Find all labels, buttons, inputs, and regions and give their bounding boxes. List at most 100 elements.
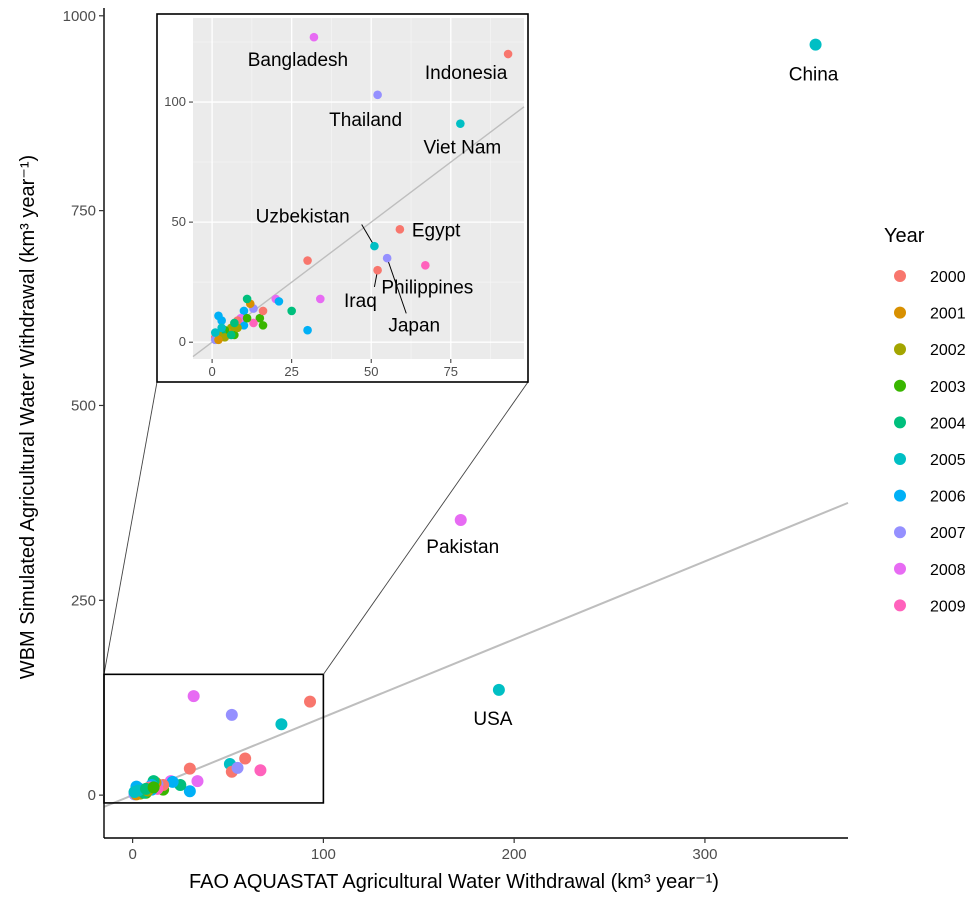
- legend-key-2002: [894, 343, 906, 356]
- leader-line-japan: [386, 257, 407, 314]
- inset-point-43: [217, 323, 226, 333]
- inset-point-8: [370, 241, 379, 251]
- data-point-44: [128, 786, 141, 799]
- legend-key-2006: [894, 489, 906, 502]
- inset-point-6: [456, 119, 465, 128]
- data-point-7: [239, 752, 252, 765]
- x-tick-label: 100: [311, 846, 336, 863]
- zoom-connector-right: [323, 381, 529, 675]
- inset-label-thailand: Thailand: [329, 110, 402, 131]
- inset-label-uzbekistan: Uzbekistan: [256, 207, 350, 228]
- data-point-46: [147, 781, 160, 794]
- inset-x-tick-label: 25: [284, 364, 298, 379]
- legend-label-2008: 2008: [930, 562, 966, 579]
- legend-label-2004: 2004: [930, 415, 966, 432]
- inset-point-40: [214, 335, 223, 345]
- data-point-2: [492, 683, 505, 696]
- legend-key-2004: [894, 416, 906, 429]
- data-point-13: [191, 775, 204, 788]
- data-point-4: [225, 708, 238, 721]
- inset-point-41: [226, 330, 236, 340]
- inset-point-44: [210, 328, 220, 337]
- inset-label-viet-nam: Viet Nam: [423, 138, 501, 159]
- inset-point-22: [249, 318, 258, 328]
- inset-point-9: [373, 265, 382, 275]
- inset-point-17: [274, 297, 284, 306]
- inset-point-5: [503, 49, 513, 59]
- inset-point-19: [255, 313, 265, 323]
- data-point-14: [183, 785, 196, 798]
- legend: Year 2000 2001 2002 2003 2004 2005 2006 2007 2008…: [884, 225, 966, 615]
- inset-point-4: [373, 90, 382, 100]
- legend-label-2007: 2007: [930, 525, 966, 542]
- inset-x-tick-label: 75: [444, 364, 458, 379]
- legend-key-2008: [894, 562, 906, 575]
- inset-label-bangladesh: Bangladesh: [248, 50, 348, 71]
- inset-point-18: [258, 321, 268, 330]
- main-point-labels: China Pakistan USA: [426, 65, 839, 730]
- inset-point-3: [309, 32, 319, 42]
- inset-point-12: [303, 256, 312, 265]
- y-axis-title: WBM Simulated Agricultural Water Withdra…: [17, 155, 39, 679]
- zoom-indicator: [103, 381, 529, 804]
- inset-label-indonesia: Indonesia: [425, 63, 508, 84]
- y-tick-label: 750: [71, 203, 96, 220]
- main-points: [128, 38, 822, 801]
- legend-label-2003: 2003: [930, 379, 966, 396]
- data-point-17: [166, 775, 179, 788]
- y-tick-label: 250: [71, 592, 96, 609]
- legend-key-2009: [894, 599, 906, 612]
- inset-point-7: [395, 225, 405, 234]
- inset-point-24: [242, 294, 252, 304]
- x-tick-label: 200: [502, 846, 527, 863]
- inset-label-iraq: Iraq: [344, 291, 377, 312]
- legend-label-2000: 2000: [930, 269, 966, 286]
- x-axis-title: FAO AQUASTAT Agricultural Water Withdraw…: [189, 871, 719, 893]
- inset-point-13: [316, 294, 325, 304]
- zoom-connector-left: [103, 381, 158, 675]
- legend-key-2005: [894, 453, 906, 465]
- inset-label-philippines: Philippines: [381, 277, 473, 298]
- legend-label-2001: 2001: [930, 306, 966, 323]
- data-point-10: [231, 761, 244, 774]
- inset-y-tick-label: 50: [172, 214, 186, 229]
- inset-point-25: [239, 306, 249, 316]
- label-usa: USA: [473, 709, 512, 730]
- inset-point-20: [258, 306, 268, 316]
- inset-point-46: [242, 313, 252, 323]
- data-point-1: [454, 514, 467, 527]
- inset-x-tick-label: 50: [364, 364, 378, 379]
- data-point-11: [254, 764, 267, 777]
- inset-point-14: [303, 325, 312, 335]
- y-tick-label: 500: [71, 397, 96, 414]
- main-reference-line: [103, 501, 849, 808]
- reference-line: [103, 501, 849, 808]
- inset-y-tick-label: 100: [164, 94, 186, 109]
- label-china: China: [789, 65, 839, 86]
- legend-key-2000: [894, 270, 906, 282]
- data-point-6: [275, 718, 288, 731]
- data-point-3: [187, 690, 200, 703]
- legend-label-2002: 2002: [930, 342, 966, 359]
- inset-label-egypt: Egypt: [412, 220, 461, 241]
- legend-label-2005: 2005: [930, 452, 966, 469]
- legend-title: Year: [884, 225, 925, 247]
- y-tick-label: 0: [88, 787, 96, 804]
- legend-key-2003: [894, 379, 906, 392]
- legend-key-2001: [894, 306, 906, 319]
- inset-point-10: [382, 253, 392, 263]
- legend-key-2007: [894, 526, 906, 539]
- legend-label-2009: 2009: [930, 598, 966, 615]
- inset-label-japan: Japan: [388, 315, 440, 336]
- inset-point-45: [230, 318, 239, 328]
- inset-y-tick-label: 0: [179, 334, 186, 349]
- inset-x-tick-label: 0: [208, 364, 215, 379]
- x-tick-label: 0: [128, 846, 136, 863]
- inset-plot: Bangladesh Indonesia Thailand Viet Nam Egypt…: [156, 13, 529, 383]
- data-point-5: [304, 695, 317, 708]
- inset-point-15: [287, 306, 296, 316]
- inset-point-35: [214, 311, 223, 321]
- legend-label-2006: 2006: [930, 489, 966, 506]
